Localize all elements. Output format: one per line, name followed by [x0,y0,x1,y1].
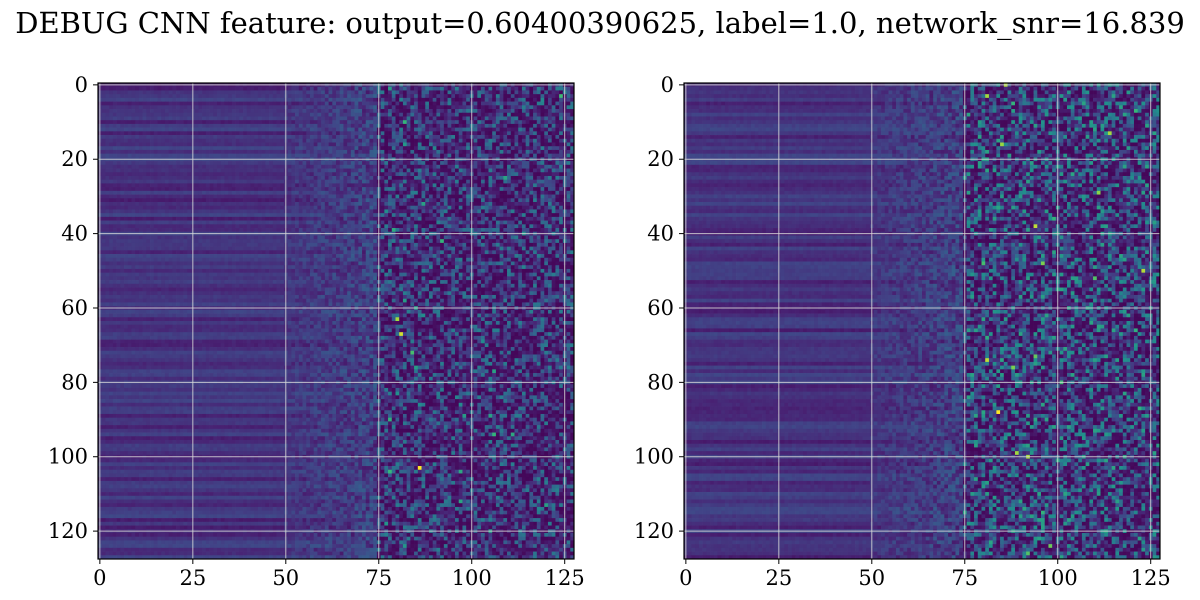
axes-frame [683,82,1161,560]
x-axis: 0 25 50 75 100 125 [93,559,585,590]
x-tick-label: 100 [1038,566,1078,590]
x-axis: 0 25 50 75 100 125 [679,559,1171,590]
y-axis: 0 20 40 60 80 100 120 [48,73,98,543]
axes-frame [97,82,575,560]
heatmap-cells [684,83,1161,560]
figure-title: DEBUG CNN feature: output=0.60400390625,… [15,7,1185,40]
y-axis: 0 20 40 60 80 100 120 [634,73,684,543]
y-tick-label: 100 [634,445,674,469]
grid-lines [98,83,574,559]
x-tick-label: 0 [93,566,106,590]
y-tick-label: 20 [61,147,88,171]
x-tick-label: 125 [1131,566,1171,590]
y-tick-label: 80 [61,370,88,394]
y-tick-label: 40 [61,222,88,246]
x-tick-label: 100 [452,566,492,590]
y-tick-label: 120 [634,519,674,543]
x-tick-label: 0 [679,566,692,590]
y-tick-label: 40 [647,222,674,246]
y-tick-label: 80 [647,370,674,394]
x-tick-label: 75 [951,566,978,590]
y-tick-label: 20 [647,147,674,171]
y-tick-label: 100 [48,445,88,469]
x-tick-label: 75 [365,566,392,590]
grid-lines [684,83,1160,559]
heatmap-panel-2: 0 25 50 75 100 125 0 20 40 60 80 100 120 [634,73,1171,590]
x-tick-label: 25 [179,566,206,590]
y-tick-label: 0 [75,73,88,97]
y-tick-label: 120 [48,519,88,543]
heatmap-panel-1: 0 25 50 75 100 125 0 20 40 60 80 100 120 [48,73,585,590]
y-tick-label: 60 [647,296,674,320]
x-tick-label: 25 [765,566,792,590]
y-tick-label: 0 [661,73,674,97]
x-tick-label: 50 [272,566,299,590]
x-tick-label: 50 [858,566,885,590]
heatmap-cells [98,83,575,560]
x-tick-label: 125 [545,566,585,590]
y-tick-label: 60 [61,296,88,320]
